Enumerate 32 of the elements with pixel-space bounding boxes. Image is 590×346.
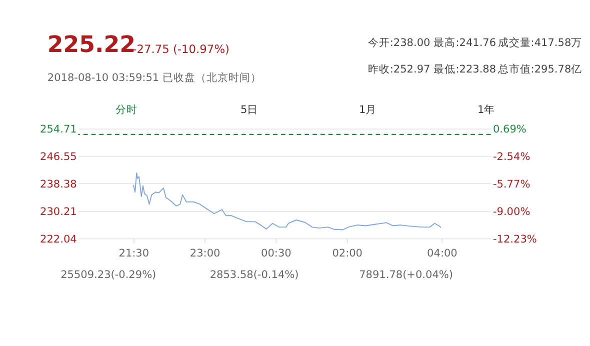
y2-tick-label: -12.23% [492,233,537,246]
x-tick-label: 23:00 [190,247,220,260]
text: 今开:238.00 [368,37,430,50]
text: 成交量:417.58万 [498,36,582,50]
text: 25509.23(-0.29%) [60,268,156,281]
y2-tick-label: -9.00% [492,206,530,218]
text: 1年 [478,104,496,116]
text: 5日 [240,104,258,116]
y2-tick-label: -2.54% [492,150,530,163]
y2-tick-label: 0.69% [492,124,526,136]
y2-tick-label: -5.77% [492,178,530,190]
x-tick-label: 04:00 [427,247,458,260]
x-tick-label: 00:30 [261,247,292,260]
y-tick-label: 246.55 [40,150,77,163]
x-tick-label: 02:00 [332,247,363,260]
text: 最高:241.76 [434,36,496,50]
chart-title: 225.22 [47,32,136,58]
text: 2018-08-10 03:59:51 已收盘（北京时间） [47,71,262,84]
text: 总市值:295.78亿 [496,62,582,76]
text: 最低:223.88 [434,63,496,76]
text: 昨收:252.97 [368,63,430,76]
y-tick-label: 238.38 [40,178,77,190]
line-series [132,172,442,230]
text: 7891.78(+0.04%) [359,268,454,281]
y-tick-label: 254.71 [40,124,77,136]
y-tick-label: 222.04 [40,233,78,246]
chart-subtitle: -27.75 (-10.97%) [132,42,230,56]
text: 分时 [115,102,138,116]
text: 2853.58(-0.14%) [210,268,299,281]
x-tick-label: 21:30 [118,247,150,260]
y-tick-label: 230.21 [40,206,77,218]
text: 1月 [359,104,377,116]
